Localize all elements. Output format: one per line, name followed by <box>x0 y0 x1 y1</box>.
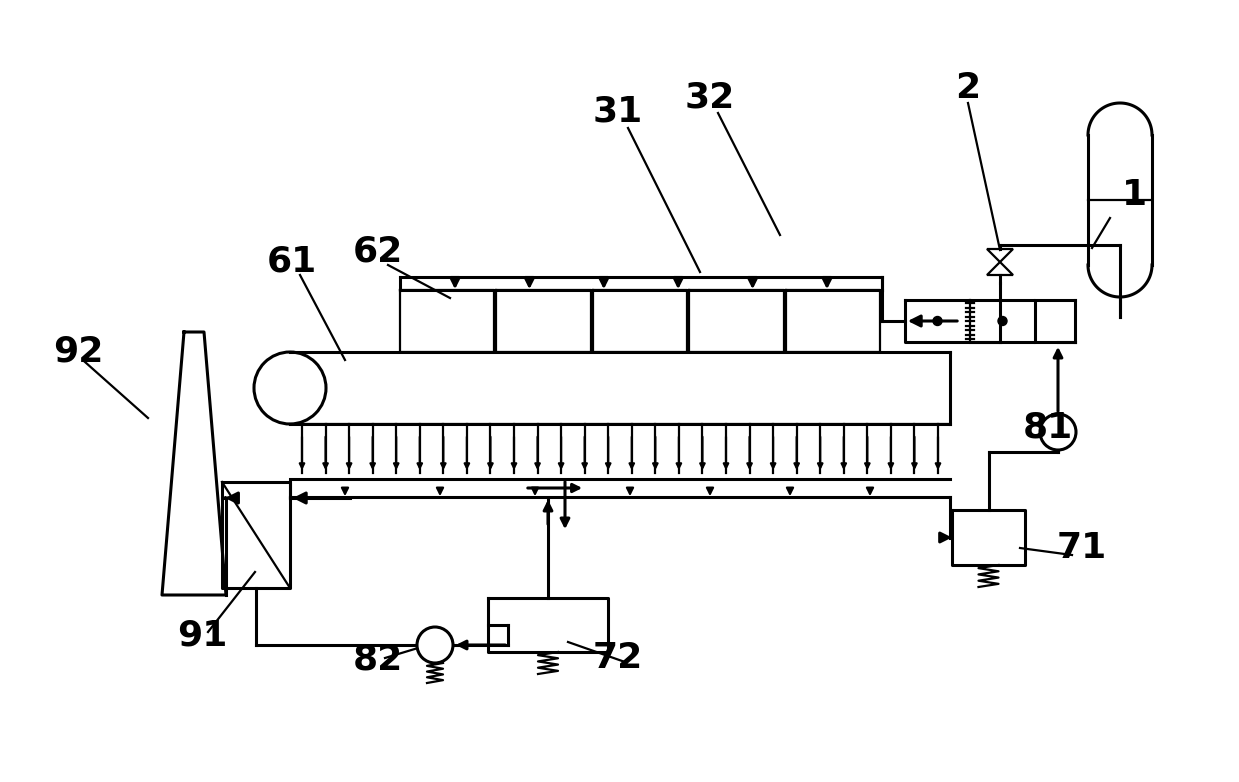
Text: 2: 2 <box>955 71 980 105</box>
Text: 92: 92 <box>53 335 103 369</box>
Text: 32: 32 <box>685 81 735 115</box>
Circle shape <box>254 352 326 424</box>
Text: 71: 71 <box>1057 531 1108 565</box>
Text: 72: 72 <box>593 641 643 675</box>
Polygon shape <box>987 262 1014 275</box>
Text: 31: 31 <box>593 95 643 129</box>
Circle shape <box>997 317 1007 325</box>
Polygon shape <box>987 249 1014 262</box>
Text: 62: 62 <box>353 235 403 269</box>
Circle shape <box>418 627 453 663</box>
Text: 61: 61 <box>266 245 317 279</box>
Text: 82: 82 <box>353 643 403 677</box>
Circle shape <box>1040 414 1075 450</box>
Text: 1: 1 <box>1123 178 1147 212</box>
Text: 91: 91 <box>177 619 227 653</box>
Text: 81: 81 <box>1023 411 1073 445</box>
Circle shape <box>933 317 942 325</box>
